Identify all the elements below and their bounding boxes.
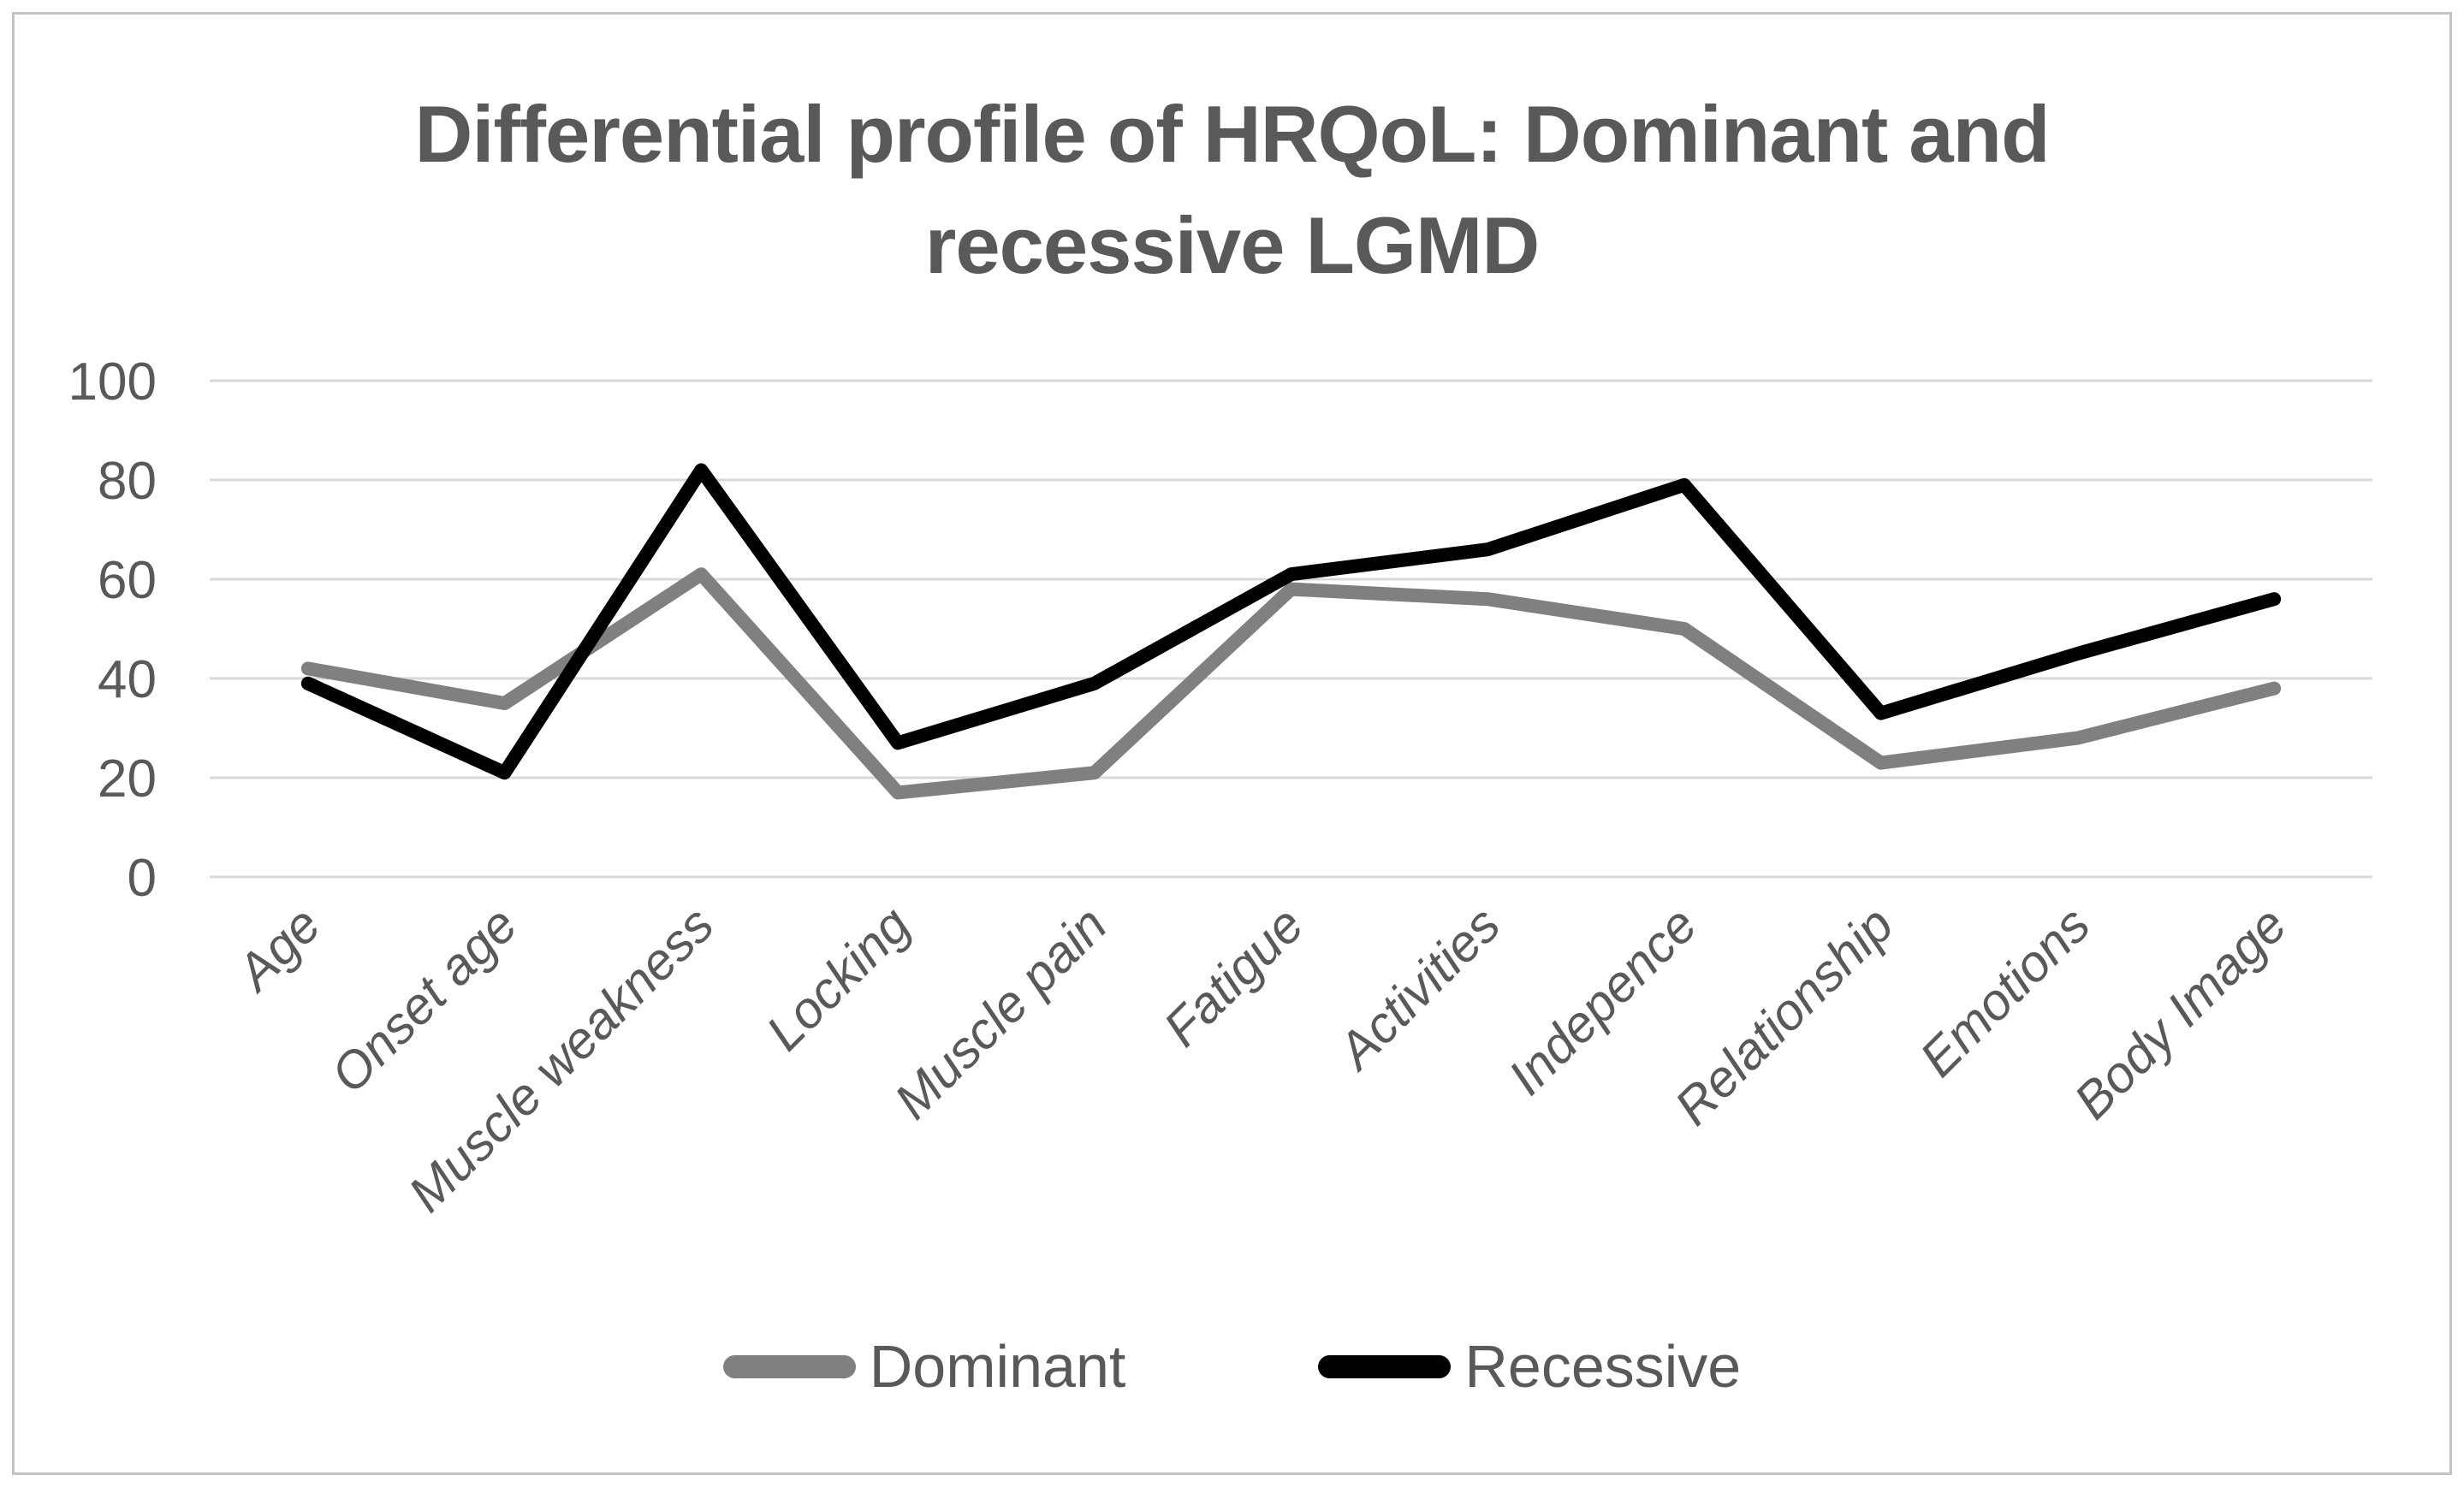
series-lines [300,463,2282,800]
recessive-line-swatch [1318,1354,1452,1378]
y-tick-label-100: 100 [68,352,157,412]
y-tick-label-0: 0 [128,849,157,908]
y-tick-label-40: 40 [98,650,157,709]
y-tick-label-80: 80 [98,452,157,511]
x-category-label: Indepence [1498,896,1708,1106]
chart-title-line-1: Differential profile of HRQoL: Dominant … [414,89,2050,179]
y-tick-label-20: 20 [98,749,157,809]
x-category-label: Activities [1326,896,1511,1081]
recessive-series-line [300,463,2282,780]
legend-item-recessive: Recessive [1318,1336,1741,1396]
chart-title: Differential profile of HRQoL: Dominant … [0,79,2464,301]
gridlines [210,379,2372,879]
y-tick-label-60: 60 [98,551,157,610]
x-category-label: Onset age [320,896,528,1104]
x-category-label: Body Image [2063,896,2298,1130]
legend-label-dominant: Dominant [869,1333,1126,1400]
x-category-label: Age [224,896,331,1003]
y-axis-tick-labels: 0 20 40 60 80 100 [68,352,157,908]
x-category-label: Emotions [1909,896,2100,1087]
x-category-label: Muscle pain [883,896,1118,1130]
x-category-label: Locking [756,896,922,1062]
dominant-line-swatch [722,1354,856,1378]
x-category-label: Fatigue [1153,896,1315,1057]
legend-label-recessive: Recessive [1464,1333,1742,1400]
legend: Dominant Recessive [0,1336,2464,1396]
legend-item-dominant: Dominant [722,1333,1126,1400]
dominant-series-line [300,567,2282,800]
chart-title-line-2: recessive LGMD [924,200,1540,290]
